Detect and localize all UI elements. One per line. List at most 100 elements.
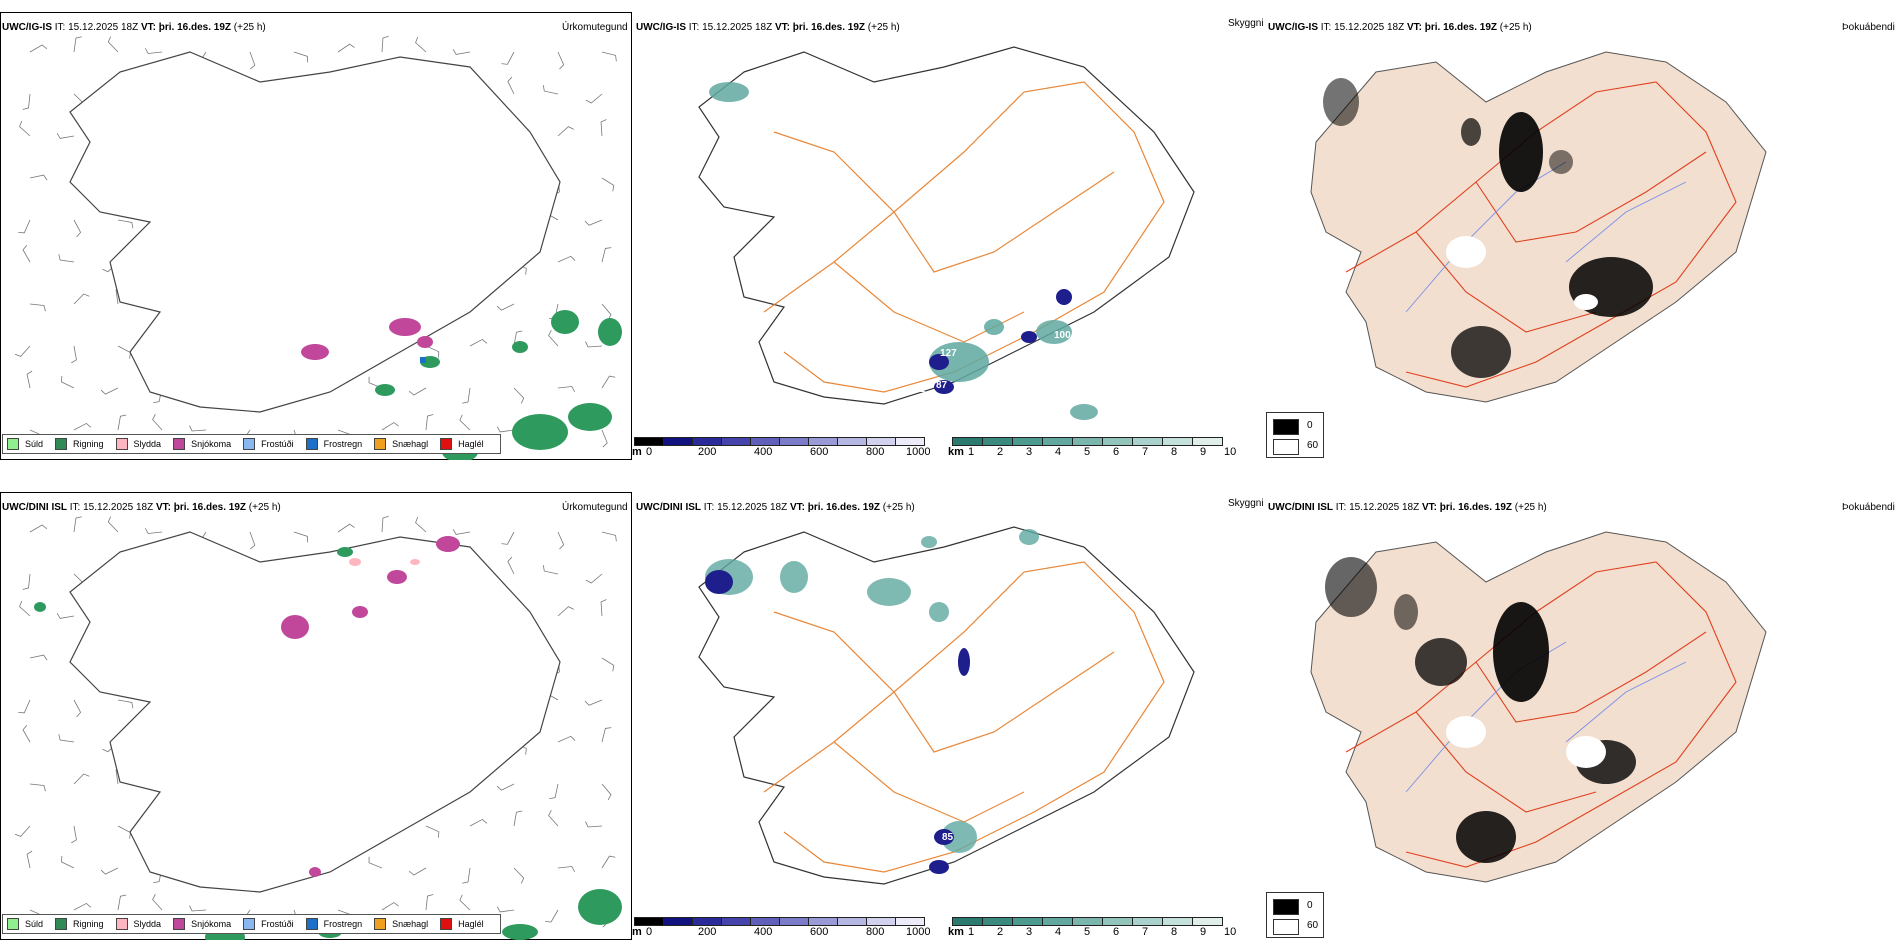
visibility-colorbar-row0: km 1 2 3 4 5 6 7 8 9 10 xyxy=(948,437,1252,458)
wind-barb xyxy=(557,386,576,393)
panel-title-cloud-row1: Skyggni xyxy=(1228,498,1264,509)
wind-barb xyxy=(29,44,48,53)
unit-label: m xyxy=(632,926,642,938)
wind-barb xyxy=(22,93,31,110)
wind-barb xyxy=(513,330,523,347)
unit-label: m xyxy=(632,446,642,458)
wind-barb xyxy=(585,821,603,828)
precip-legend-row0: Súld Rigning Slydda Snjókoma Frostúði Fr… xyxy=(2,434,501,454)
wind-barb xyxy=(337,523,355,533)
legend-item-frostregn: Frostregn xyxy=(305,438,362,450)
wind-barb xyxy=(408,867,427,876)
wind-barb xyxy=(56,133,75,139)
cloud-map-row1: 85 xyxy=(698,526,1195,885)
precip-panel-row1: UWC/DINI ISL IT: 15.12.2025 18Z VT: þri.… xyxy=(0,492,632,940)
iceland-outline xyxy=(698,46,1195,405)
ceiling-label: 81 xyxy=(914,384,926,395)
wind-barb xyxy=(22,244,31,263)
ceiling-label: 10 xyxy=(776,84,788,95)
wind-barb xyxy=(601,429,608,448)
wind-barb xyxy=(557,126,574,137)
precip-legend-row1: Súld Rigning Slydda Snjókoma Frostúði Fr… xyxy=(2,914,501,934)
wind-barb xyxy=(425,414,434,431)
wind-barb xyxy=(501,51,515,65)
wind-barb xyxy=(542,85,559,95)
wind-barb xyxy=(19,600,31,617)
wind-barb xyxy=(601,375,616,389)
header-row1-cloud: UWC/DINI ISL IT: 15.12.2025 18Z VT: þri.… xyxy=(636,502,915,513)
legend-item-sumd: Súld xyxy=(7,918,43,930)
header-row0-precip: UWC/IG-IS IT: 15.12.2025 18Z VT: þri. 16… xyxy=(2,22,266,33)
panel-title-fog-row0: Þokuábendi xyxy=(1842,22,1895,33)
wind-barb xyxy=(557,255,576,263)
wind-barb xyxy=(452,49,471,55)
wind-barb xyxy=(601,247,612,263)
fog-legend-row1: 0 60 xyxy=(1266,892,1324,938)
panel-title-fog-row1: Þokuábendi xyxy=(1842,502,1895,513)
wind-barb xyxy=(584,699,603,706)
wind-barb xyxy=(14,345,31,357)
wind-barb xyxy=(144,527,163,534)
wind-barb xyxy=(29,524,48,533)
wind-barb xyxy=(60,855,75,869)
wind-barb xyxy=(117,414,127,431)
wind-barb xyxy=(107,516,119,533)
legend-item-sumd: Súld xyxy=(7,438,43,450)
wind-barb xyxy=(73,902,92,911)
ceiling-label: 87 xyxy=(936,380,948,391)
legend-item-frostudi: Frostúði xyxy=(243,918,294,930)
wind-barb xyxy=(73,293,90,305)
wind-barb xyxy=(496,906,515,913)
wind-barb xyxy=(601,177,615,192)
wind-barb xyxy=(19,120,31,137)
wind-barb xyxy=(425,894,434,911)
wind-barb xyxy=(14,825,31,837)
ceiling-label: 100 xyxy=(1054,330,1071,341)
legend-item-haglel: Haglél xyxy=(440,438,484,450)
fog-legend-row0: 0 60 xyxy=(1266,412,1324,458)
wind-barb xyxy=(29,303,46,312)
precip-map-row1 xyxy=(0,492,632,940)
wind-barb xyxy=(29,654,48,661)
fog-map-row1 xyxy=(1310,531,1767,883)
wind-barb xyxy=(73,219,82,238)
wind-barb xyxy=(117,219,134,229)
header-row1-precip: UWC/DINI ISL IT: 15.12.2025 18Z VT: þri.… xyxy=(2,502,281,513)
wind-barb xyxy=(513,867,525,884)
wind-barb xyxy=(408,387,427,396)
wind-barb xyxy=(18,699,31,714)
wind-barb xyxy=(496,426,515,433)
wind-barb xyxy=(452,529,471,535)
wind-barb xyxy=(601,51,617,62)
iceland-outline xyxy=(69,51,561,413)
wind-barb xyxy=(73,699,82,718)
wind-barb xyxy=(425,345,440,358)
legend-item-snjokoma: Snjókoma xyxy=(173,918,231,930)
wind-barb xyxy=(29,783,46,792)
iceland-outline xyxy=(1310,51,1767,403)
wind-barb xyxy=(152,894,163,911)
wind-barb xyxy=(548,330,559,347)
ceiling-colorbar-row0: m 0 200 400 600 800 1000 xyxy=(632,437,940,458)
wind-barb xyxy=(337,43,355,53)
wind-barb xyxy=(117,699,134,709)
wind-barb xyxy=(462,867,471,884)
wind-barb xyxy=(549,783,559,800)
wind-barb xyxy=(189,905,207,912)
wind-barb xyxy=(601,727,612,743)
fog-map-row0 xyxy=(1310,51,1767,403)
wind-barb xyxy=(557,866,576,873)
wind-barb xyxy=(469,338,488,347)
wind-barb xyxy=(73,36,82,53)
wind-barb xyxy=(152,414,163,431)
wind-barb xyxy=(18,219,31,234)
wind-barb xyxy=(425,825,440,838)
fog-panel-row0: UWC/IG-IS IT: 15.12.2025 18Z VT: þri. 16… xyxy=(1266,12,1898,460)
legend-item-snjokoma: Snjókoma xyxy=(173,438,231,450)
wind-barb xyxy=(601,531,617,542)
cloud-map-row0: 10 11 127 87 81 100 xyxy=(698,46,1195,420)
wind-barb xyxy=(601,657,615,672)
iceland-outline xyxy=(69,531,561,893)
wind-barb xyxy=(381,515,389,533)
wind-barb xyxy=(557,531,565,550)
